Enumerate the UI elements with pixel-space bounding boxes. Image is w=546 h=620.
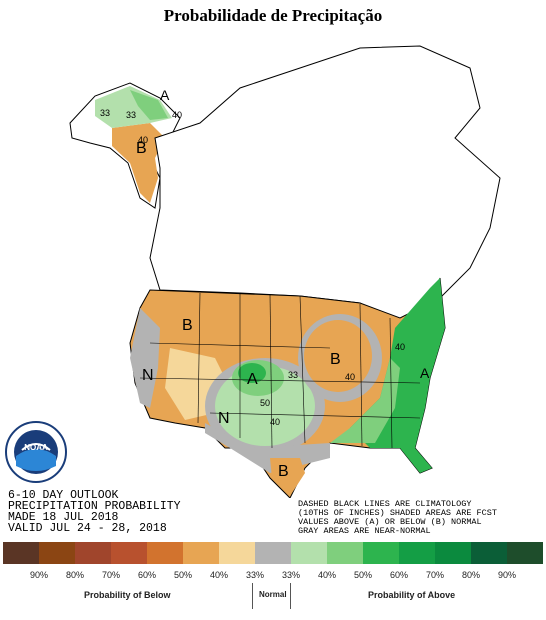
contour-40-d: 40 xyxy=(395,342,405,352)
legend-swatch xyxy=(255,542,291,564)
plains-dark-green xyxy=(238,363,266,383)
map-title: Probabilidade de Precipitação xyxy=(163,6,383,25)
note-line2: (10THS OF INCHES) SHADED AREAS ARE FCST xyxy=(298,508,497,518)
legend-label: 90% xyxy=(29,570,48,580)
legend-swatch xyxy=(471,542,507,564)
normal-divider-left xyxy=(252,583,253,609)
alaska-below-area xyxy=(112,123,165,203)
legend-swatch xyxy=(75,542,111,564)
legend-label: 40% xyxy=(209,570,228,580)
contour-40-c: 40 xyxy=(270,417,280,427)
legend-swatch xyxy=(219,542,255,564)
noaa-logo: NOAA xyxy=(5,421,67,483)
precipitation-map: B A B N A N B B A 33 33 40 40 50 40 40 3… xyxy=(69,45,501,498)
west-gray-area xyxy=(130,308,160,408)
legend-label: 80% xyxy=(65,570,84,580)
alaska-below-label: B xyxy=(136,140,147,157)
plains-above-label: A xyxy=(247,371,258,388)
east-above-label: A xyxy=(420,365,430,381)
normal-caption: Normal xyxy=(259,590,287,599)
note-line3: VALUES ABOVE (A) OR BELOW (B) NORMAL xyxy=(298,517,482,527)
legend-swatch xyxy=(363,542,399,564)
west-below-label: B xyxy=(182,317,193,334)
legend-label: 33% xyxy=(245,570,264,580)
legend-swatch xyxy=(291,542,327,564)
outlook-line1: 6-10 DAY OUTLOOK xyxy=(8,489,119,502)
legend-label: 80% xyxy=(461,570,480,580)
below-caption: Probability of Below xyxy=(84,590,171,600)
south-normal-label: N xyxy=(218,410,230,427)
legend-label: 90% xyxy=(497,570,516,580)
texas-below-label: B xyxy=(278,463,289,480)
legend-label: 60% xyxy=(137,570,156,580)
normal-divider-right xyxy=(290,583,291,609)
canada-region xyxy=(149,45,501,319)
note-line1: DASHED BLACK LINES ARE CLIMATOLOGY xyxy=(298,499,472,509)
midwest-below-area xyxy=(304,320,372,392)
legend-label: 40% xyxy=(317,570,336,580)
legend-swatches xyxy=(3,542,543,564)
legend-labels: 90% 80% 70% 60% 50% 40% 33% 33% 40% 50% 60% 70% 80% 9… xyxy=(3,570,525,580)
legend-label: 70% xyxy=(101,570,120,580)
contour-33-a: 33 xyxy=(126,110,136,120)
contour-40-e: 40 xyxy=(172,110,182,120)
cal-normal-label: N xyxy=(142,367,154,384)
legend-label: 60% xyxy=(389,570,408,580)
contour-50: 50 xyxy=(260,398,270,408)
contour-40-b: 40 xyxy=(345,372,355,382)
outlook-info: 6-10 DAY OUTLOOK PRECIPITATION PROBABILI… xyxy=(8,489,181,535)
legend-swatch xyxy=(39,542,75,564)
legend-label: 50% xyxy=(353,570,372,580)
note-line4: GRAY AREAS ARE NEAR-NORMAL xyxy=(298,526,431,536)
legend-swatch xyxy=(111,542,147,564)
legend-label-spacer xyxy=(3,570,21,580)
legend-swatch xyxy=(147,542,183,564)
outlook-line4: VALID JUL 24 - 28, 2018 xyxy=(8,522,167,535)
contour-33-c: 33 xyxy=(100,108,110,118)
legend-swatch xyxy=(183,542,219,564)
legend-swatch xyxy=(507,542,543,564)
contour-33-b: 33 xyxy=(288,370,298,380)
outlook-line2: PRECIPITATION PROBABILITY xyxy=(8,500,181,513)
legend-swatch xyxy=(399,542,435,564)
contour-40-a: 40 xyxy=(138,135,148,145)
state-lines xyxy=(139,292,421,449)
legend-swatch xyxy=(3,542,39,564)
alaska-above-area xyxy=(130,90,168,120)
noaa-logo-text: NOAA xyxy=(24,443,48,452)
map-note: DASHED BLACK LINES ARE CLIMATOLOGY (10TH… xyxy=(298,500,543,536)
texas-below-area xyxy=(270,458,305,496)
alaska-above-label: A xyxy=(160,87,170,103)
legend-label: 33% xyxy=(281,570,300,580)
legend-swatch xyxy=(435,542,471,564)
outlook-line3: MADE 18 JUL 2018 xyxy=(8,511,119,524)
midwest-below-label: B xyxy=(330,351,341,368)
legend-label: 50% xyxy=(173,570,192,580)
legend-swatch xyxy=(327,542,363,564)
east-light-area xyxy=(330,358,400,443)
above-caption: Probability of Above xyxy=(368,590,456,600)
legend-label: 70% xyxy=(425,570,444,580)
